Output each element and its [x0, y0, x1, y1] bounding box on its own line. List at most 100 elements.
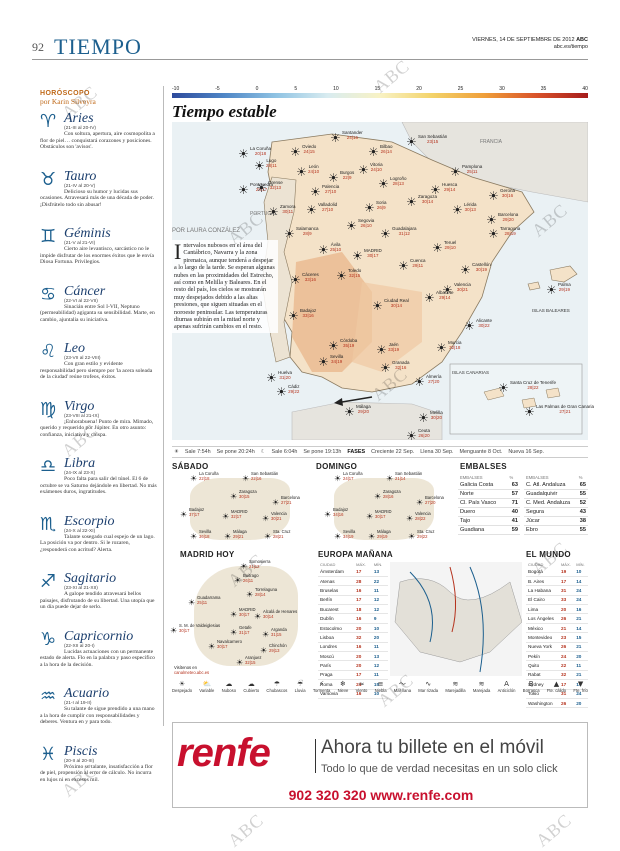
- scale-tick: 30: [499, 86, 505, 92]
- city-name: Logroño: [390, 176, 407, 181]
- city-name: Almería: [426, 374, 442, 379]
- city-name: Badajoz: [189, 507, 205, 512]
- sun-moon-strip: ☀ Sale 7:54h Se pone 20:24h ☾ Sale 6:04h…: [172, 446, 588, 458]
- city-temps: 24|15: [303, 149, 315, 154]
- max-temp: 19: [558, 567, 575, 577]
- map-city: León 24|10: [308, 164, 319, 174]
- europe-title: EUROPA MAÑANA: [318, 550, 394, 559]
- sun-icon: ☀: [406, 514, 414, 523]
- legend-label: Tormenta: [312, 688, 331, 693]
- table-row: El Cairo 33 24: [526, 595, 588, 606]
- city-name: Bilbao: [380, 144, 393, 149]
- max-temp: 33: [558, 595, 575, 606]
- sun-icon: ☀: [432, 241, 443, 255]
- table-row: Segura 43: [524, 507, 588, 517]
- legend-label: Anticiclón: [497, 688, 516, 693]
- table-row: C. Med. Andaluza 52: [524, 498, 588, 508]
- sun-icon: ☀: [346, 219, 357, 233]
- table-row: París 20 12: [318, 660, 388, 671]
- max-temp: 31: [558, 585, 575, 596]
- sun-icon: ☀: [190, 532, 198, 541]
- city-name: Zamora: [280, 204, 296, 209]
- mini-city: Getafe 31|17: [239, 625, 252, 635]
- legend-item: ☔ Lluvia: [295, 680, 306, 696]
- table-row: Berlín 17 12: [318, 595, 388, 606]
- sun-icon: ☀: [266, 371, 277, 385]
- mini-city: Guadarrama 25|11: [197, 595, 221, 605]
- city-name: Valencia: [454, 282, 471, 287]
- table-row: Dublín 16 9: [318, 613, 388, 624]
- city-temps: 30|14: [421, 199, 434, 204]
- max-temp: 31: [558, 689, 575, 699]
- web-link[interactable]: canalmeteo.abc.es: [174, 669, 210, 675]
- max-temp: 17: [558, 679, 575, 690]
- mini-city: Valencia 30|21: [271, 511, 287, 521]
- city-temps: 30|20: [430, 415, 442, 420]
- sign-name: Géminis: [64, 226, 111, 241]
- city-name: Lisboa: [318, 632, 355, 643]
- phases-label: FASES: [347, 449, 366, 455]
- table-header: EMBALSES%: [526, 475, 583, 480]
- city-name: Lima: [526, 604, 559, 615]
- reservoir-percent: 55: [576, 489, 588, 499]
- sun-icon: ☀: [262, 514, 270, 523]
- city-temps: 28|13: [392, 181, 404, 186]
- sun-icon: ☀: [236, 658, 244, 667]
- city-temps: 28|22: [415, 515, 426, 521]
- renfe-ad[interactable]: renfe Ahora tu billete en el móvil Todo …: [172, 722, 588, 808]
- sign-text: ¡Enhorabuena! Punto de mira. Mimado, que…: [40, 418, 154, 438]
- city-name: Buitrago: [243, 573, 259, 578]
- reservoir-name: Guadalquivir: [524, 489, 577, 499]
- sign-entry: ♑ Capricornio (22-XII al 20-I) Lucidas actu…: [40, 629, 158, 687]
- reservoir-percent: 43: [576, 507, 588, 517]
- map-city: Santa Cruz de Tenerife 28|22: [510, 380, 556, 390]
- reservoirs-table-right: EMBALSES% C. Atl. Andaluza 65 Guadalquivir 5…: [524, 474, 588, 535]
- sunrise: Sale 7:54h: [184, 449, 211, 455]
- sun-icon: ☀: [378, 177, 389, 191]
- city-temps: 32|18: [449, 345, 461, 350]
- phase-waning: Menguante 8 Oct.: [459, 449, 503, 455]
- temperature-scale: -10 -5 0 5 10 15 20 25 30 35 40: [172, 86, 588, 102]
- sign-text: Lucidas actuaciones con un permanente es…: [40, 648, 155, 668]
- legend-item: ▲ Fte. cálido: [547, 680, 566, 696]
- city-temps: 27|10: [325, 189, 337, 194]
- sun-icon: ☀: [460, 263, 471, 277]
- city-temps: 28|11: [266, 163, 277, 168]
- city-name: Atenas: [318, 576, 355, 587]
- legend-item: 〜 Mar llana: [394, 680, 411, 696]
- city-name: Zaragoza: [383, 489, 401, 494]
- city-name: Toledo: [348, 268, 362, 273]
- city-name: Sevilla: [330, 354, 344, 359]
- sun-icon: ☀: [240, 562, 248, 571]
- renfe-logo: renfe: [177, 731, 271, 775]
- table-row: México 21 14: [526, 623, 588, 634]
- reservoir-name: Segura: [524, 507, 577, 517]
- city-temps: 28|9: [302, 231, 312, 236]
- city-name: Cádiz: [288, 384, 300, 389]
- city-name: Granada: [392, 360, 410, 365]
- map-city: Salamanca 28|9: [296, 226, 319, 236]
- table-row: Tokio 31 24: [526, 689, 588, 699]
- city-name: Valencia: [415, 511, 431, 516]
- city-name: Estocolmo: [318, 623, 355, 634]
- city-name: Melilla: [430, 410, 443, 415]
- sun-icon: ☀: [352, 249, 363, 263]
- sun-icon: ☀: [450, 165, 461, 179]
- map-city: Tarragona 28|19: [500, 226, 520, 236]
- madrid-map: ☀ Somosierra 21|12 ☀ Buitrago 26|11 ☀ Torrelagu…: [170, 559, 312, 678]
- city-name: Santa Cruz de Tenerife: [510, 380, 556, 385]
- scale-tick: -5: [215, 86, 220, 92]
- zodiac-icon: ♍: [40, 398, 57, 420]
- sign-name: Libra: [64, 456, 96, 471]
- world-title: EL MUNDO: [526, 550, 571, 559]
- sun-icon: ☀: [180, 510, 188, 519]
- city-name: Bogotá: [526, 567, 559, 577]
- mini-city: San Sebastián 21|14: [395, 471, 422, 481]
- min-temp: 15: [574, 632, 588, 643]
- city-name: Huesca: [442, 182, 458, 187]
- reservoir-percent: 65: [576, 481, 588, 490]
- min-temp: 14: [574, 576, 588, 587]
- city-name: La Coruña: [343, 471, 363, 476]
- zodiac-icon: ♉: [40, 168, 57, 190]
- moon-icon: ☾: [260, 449, 266, 455]
